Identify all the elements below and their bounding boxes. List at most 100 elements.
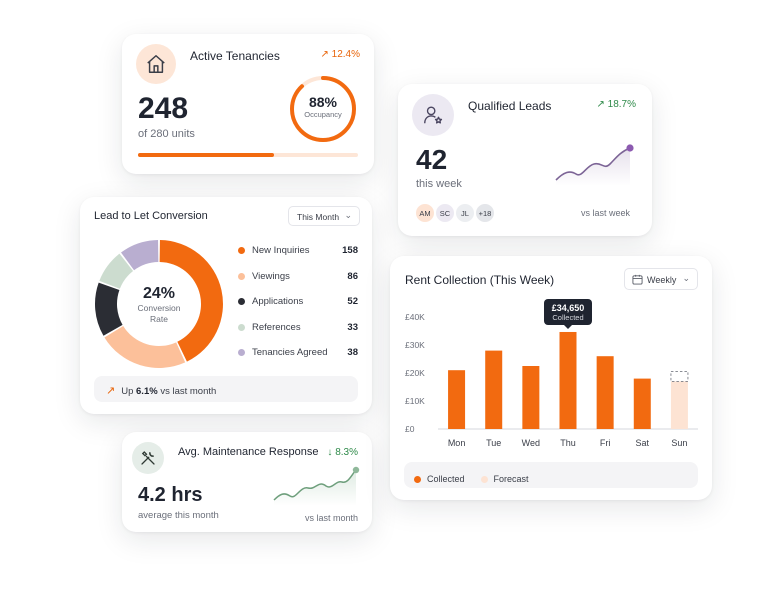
tooltip-arrow: [564, 324, 572, 329]
legend-value: 33: [347, 321, 358, 333]
legend-label-collected: Collected: [427, 474, 465, 484]
units-progress-fill: [138, 153, 275, 157]
conversion-donut: [95, 240, 223, 369]
legend-value: 86: [347, 270, 358, 282]
leads-trend-value: 18.7%: [607, 99, 636, 110]
leads-sparkline: [555, 144, 634, 186]
leads-subtitle: this week: [416, 178, 462, 190]
avatar[interactable]: JL: [454, 202, 476, 224]
bar-collected[interactable]: [448, 370, 466, 429]
chevron-down-icon: ⌄: [682, 273, 690, 283]
legend-item-forecast: Forecast: [480, 470, 529, 488]
bar-collected[interactable]: [559, 331, 577, 429]
x-tick-label: Mon: [448, 438, 466, 448]
bar-forecast[interactable]: [670, 381, 688, 429]
legend-item-collected: Collected: [414, 470, 465, 488]
legend-dot: [238, 323, 245, 331]
occupancy-arc: [290, 76, 356, 142]
maintenance-value: 4.2 hrs: [138, 484, 203, 506]
donut-slice[interactable]: [159, 240, 223, 362]
maintenance-vs-label: vs last month: [304, 513, 358, 523]
bar-tooltip: £34,650 Collected: [544, 298, 592, 325]
leads-value: 42: [416, 144, 448, 175]
legend-row: Viewings 86: [236, 270, 360, 296]
legend-label: Viewings: [252, 270, 290, 282]
y-tick-label: £30K: [405, 340, 425, 350]
rent-legend: Collected Forecast: [404, 462, 698, 488]
trend-up-icon: ↗: [106, 385, 116, 397]
bar-collected[interactable]: [633, 378, 651, 429]
forecast-cap: [670, 370, 689, 382]
chevron-down-icon: ⌄: [344, 210, 352, 220]
lead-avatars: AM SC JL +18: [414, 202, 496, 224]
legend-dot: [238, 272, 245, 280]
conversion-rate-label-2: Rate: [150, 314, 168, 324]
legend-dot: [238, 247, 245, 254]
conversion-title: Lead to Let Conversion: [94, 210, 208, 222]
tenancies-value: 248: [138, 92, 189, 125]
donut-slice[interactable]: [95, 282, 123, 336]
active-tenancies-card: Active Tenancies ↗ 12.4% 248 of 280 unit…: [122, 34, 374, 174]
legend-dot-collected: [414, 475, 421, 483]
period-select[interactable]: This Month ⌄: [288, 206, 360, 226]
maintenance-card: Avg. Maintenance Response ↓ 8.3% 4.2 hrs…: [122, 432, 372, 532]
trend-up-icon: ↗: [596, 99, 605, 110]
conversion-rate-label-1: Conversion: [137, 303, 181, 313]
rent-title: Rent Collection (This Week): [405, 273, 555, 287]
x-tick-label: Tue: [486, 438, 501, 448]
x-tick-label: Thu: [560, 438, 576, 448]
legend-dot: [238, 298, 245, 305]
maintenance-subtitle: average this month: [138, 510, 219, 521]
conversion-footer: ↗ Up 6.1% vs last month: [94, 376, 358, 402]
occupancy-ring: [290, 76, 356, 142]
avatar-more[interactable]: +18: [474, 202, 496, 224]
x-tick-label: Sun: [671, 438, 687, 448]
x-tick-label: Wed: [522, 438, 540, 448]
bar-collected[interactable]: [596, 356, 614, 429]
bar-collected[interactable]: [522, 366, 540, 429]
bar-collected[interactable]: [485, 350, 503, 429]
maintenance-sparkline: [273, 466, 360, 506]
tenancies-subtitle: of 280 units: [138, 128, 195, 140]
rent-collection-card: Rent Collection (This Week) Weekly ⌄ £0 £…: [390, 256, 712, 500]
qualified-leads-card: Qualified Leads ↗ 18.7% 42 this week AM …: [398, 84, 652, 236]
occupancy-label: Occupancy: [304, 110, 342, 119]
period-select-value: This Month: [297, 212, 340, 222]
donut-slice[interactable]: [104, 325, 186, 369]
legend-value: 52: [347, 296, 358, 307]
y-tick-label: £20K: [405, 368, 425, 378]
conversion-legend: New Inquiries 158 Viewings 86 Applications 52…: [236, 244, 360, 372]
tenancies-trend-value: 12.4%: [331, 49, 360, 60]
user-star-icon: [412, 94, 454, 136]
legend-row: References 33: [236, 321, 360, 347]
leads-vs-label: vs last week: [580, 208, 630, 218]
legend-row: New Inquiries 158: [236, 244, 360, 270]
legend-dot-forecast: [480, 475, 488, 483]
legend-row: Applications 52: [236, 295, 360, 321]
tools-icon: [132, 442, 164, 474]
trend-up-icon: ↗: [320, 49, 329, 60]
legend-label: New Inquiries: [252, 245, 310, 256]
x-tick-label: Fri: [600, 438, 611, 448]
footer-value: 6.1%: [136, 386, 158, 397]
rent-bar-chart: £0 £10K £20K £30K £40K Mon Tue Wed Thu Fri Sat Sun: [405, 312, 698, 448]
footer-prefix: Up: [121, 386, 134, 397]
house-icon: [136, 44, 176, 84]
occupancy-text: 88% Occupancy: [288, 94, 358, 119]
donut-slice[interactable]: [121, 240, 159, 271]
units-progress-bar: [138, 153, 358, 157]
tenancies-trend: ↗ 12.4%: [320, 49, 360, 60]
x-tick-label: Sat: [636, 438, 650, 448]
rent-period-select[interactable]: Weekly ⌄: [624, 268, 698, 290]
rent-period-value: Weekly: [647, 275, 677, 285]
legend-value: 38: [347, 347, 358, 358]
maintenance-title: Avg. Maintenance Response: [178, 446, 319, 458]
y-tick-label: £40K: [405, 312, 425, 322]
maintenance-trend-value: 8.3%: [335, 447, 358, 458]
avatar[interactable]: AM: [414, 202, 436, 224]
avatar[interactable]: SC: [434, 202, 456, 224]
legend-dot: [238, 349, 245, 356]
legend-label: References: [252, 321, 301, 333]
legend-label-forecast: Forecast: [493, 474, 529, 484]
donut-slice[interactable]: [99, 253, 134, 289]
